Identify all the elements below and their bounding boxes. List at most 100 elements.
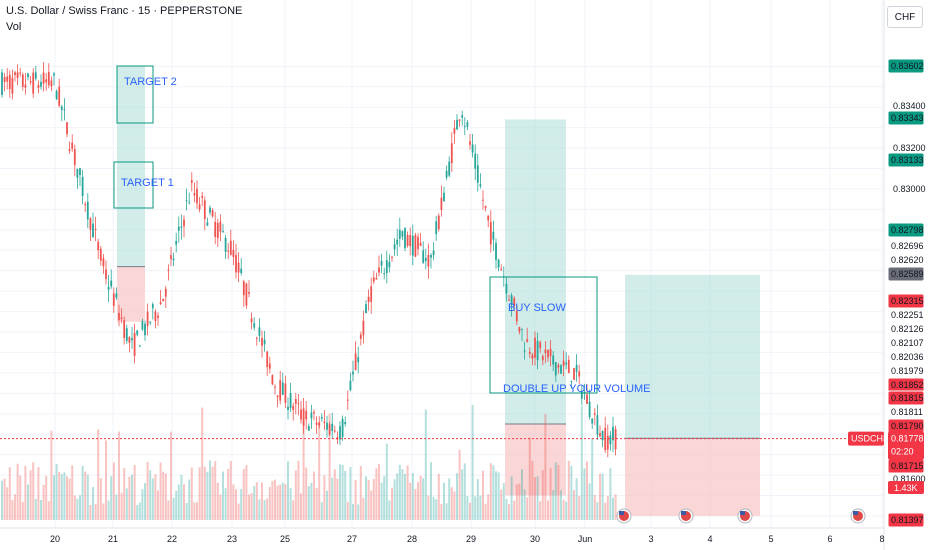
candle-body	[333, 430, 336, 432]
candle-body	[53, 73, 55, 76]
volume-indicator-label[interactable]: Vol	[6, 21, 22, 33]
candle-body	[315, 422, 318, 425]
candle-body	[185, 200, 188, 202]
volume-bar	[443, 482, 445, 520]
volume-bar	[463, 463, 466, 520]
time-axis[interactable]: 20 21 22 23 25 27 28 29 30 Jun 3 4 5 6 8	[50, 534, 885, 544]
volume-bar	[437, 473, 440, 520]
economic-events[interactable]	[616, 508, 866, 524]
volume-bar	[162, 471, 165, 520]
candle-body	[424, 258, 427, 261]
volume-bar	[612, 497, 614, 520]
volume-bar	[102, 503, 105, 520]
volume-bar	[146, 461, 149, 520]
volume-bar	[450, 487, 453, 520]
candle-body	[302, 408, 305, 426]
candle-body	[261, 338, 263, 346]
time-axis-tick: 25	[280, 534, 290, 544]
candle-body	[149, 321, 152, 323]
volume-bar	[580, 406, 583, 520]
volume-bar	[346, 501, 349, 520]
candle-body	[549, 348, 552, 357]
candle-body	[16, 72, 19, 79]
volume-bar	[534, 477, 536, 520]
candle-body	[34, 72, 37, 79]
candle-body	[570, 380, 573, 382]
time-axis-tick: 20	[50, 534, 60, 544]
candle-body	[573, 368, 575, 380]
price-tag-label: 0.83133	[891, 155, 924, 165]
candle-body	[63, 109, 66, 111]
candle-body	[588, 401, 591, 418]
candle-body	[274, 386, 276, 388]
candle-body	[232, 249, 235, 257]
candle-body	[417, 236, 419, 250]
volume-bar	[383, 476, 386, 520]
price-axis[interactable]: 0.83400 0.83200 0.83000 0.81600 0.83602 0.833…	[848, 58, 926, 528]
candle-body	[6, 76, 9, 82]
candle-body	[560, 365, 562, 374]
annotation-text: DOUBLE UP YOUR VOLUME	[503, 383, 651, 395]
position-profit-zone	[625, 274, 760, 439]
volume-bar	[482, 470, 484, 520]
candle-body	[177, 226, 180, 231]
volume-bar	[609, 468, 612, 520]
candle-body	[146, 311, 149, 326]
candle-body	[235, 255, 237, 273]
candle-body	[614, 429, 617, 450]
volume-bar	[479, 495, 482, 520]
volume-bar	[92, 486, 94, 520]
candle-body	[253, 323, 256, 328]
candle-body	[567, 359, 570, 373]
volume-bar	[344, 470, 347, 520]
price-tag-label: 0.83602	[891, 61, 924, 71]
candle-body	[11, 77, 14, 94]
candle-body	[73, 149, 76, 166]
volume-bar	[206, 471, 209, 520]
candle-body	[24, 84, 27, 88]
volume-bar	[8, 467, 11, 520]
candle-body	[50, 80, 53, 87]
candle-body	[339, 426, 341, 440]
volume-bar	[474, 496, 477, 520]
volume-bar	[201, 407, 204, 520]
price-tag-label: 0.82126	[891, 324, 924, 334]
candle-body	[372, 277, 375, 282]
candle-body	[125, 328, 128, 341]
volume-bar	[154, 474, 157, 520]
candle-body	[92, 223, 94, 238]
candle-body	[318, 422, 321, 426]
volume-bar	[292, 500, 295, 520]
volume-bar	[365, 476, 367, 520]
candle-body	[391, 256, 393, 258]
currency-button[interactable]: CHF	[887, 6, 923, 28]
candle-body	[385, 260, 388, 274]
candle-body	[456, 119, 458, 130]
volume-bar	[357, 504, 360, 520]
volume-bar	[427, 495, 430, 520]
position-zones	[117, 66, 760, 516]
candle-body	[575, 365, 578, 372]
candle-body	[84, 204, 87, 206]
price-axis-tick: 0.81600	[893, 474, 926, 484]
volume-bar	[578, 495, 581, 520]
volume-bar	[99, 478, 102, 520]
volume-bar	[183, 484, 185, 520]
candle-body	[450, 143, 453, 164]
volume-bar	[294, 470, 297, 520]
candle-body	[476, 165, 479, 183]
volume-bar	[227, 468, 230, 520]
volume-tag	[888, 481, 924, 494]
candle-body	[443, 192, 445, 202]
candle-body	[461, 115, 464, 118]
current-price-tag	[888, 431, 924, 460]
candle-body	[471, 144, 474, 153]
volume-bar	[549, 468, 552, 520]
volume-bar	[131, 474, 133, 520]
candle-body	[157, 315, 159, 318]
candle-body	[263, 339, 266, 345]
volume-bar	[375, 468, 378, 520]
volume-bar	[138, 502, 141, 520]
time-axis-tick: 5	[768, 534, 773, 544]
